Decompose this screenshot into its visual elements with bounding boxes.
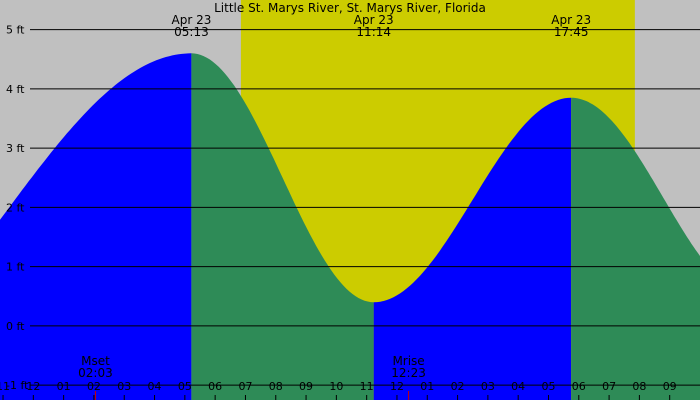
x-tick-label: 12 bbox=[26, 380, 40, 393]
x-tick-label: 04 bbox=[511, 380, 525, 393]
chart-title: Little St. Marys River, St. Marys River,… bbox=[214, 1, 486, 15]
moon-event-label: Mrise bbox=[392, 354, 424, 368]
x-tick-label: 10 bbox=[329, 380, 343, 393]
tide-event-time: 05:13 bbox=[174, 25, 209, 39]
moon-event-label: Mset bbox=[81, 354, 110, 368]
x-tick-label: 08 bbox=[632, 380, 646, 393]
rising-tide-area bbox=[0, 53, 192, 400]
tide-event-time: 11:14 bbox=[356, 25, 391, 39]
x-tick-label: 02 bbox=[87, 380, 101, 393]
y-tick-label: -1 ft bbox=[6, 379, 29, 392]
x-tick-label: 05 bbox=[178, 380, 192, 393]
x-tick-label: 12 bbox=[390, 380, 404, 393]
x-tick-label: 07 bbox=[602, 380, 616, 393]
x-tick-label: 11 bbox=[0, 380, 10, 393]
y-tick-label: 3 ft bbox=[6, 142, 25, 155]
y-tick-label: 2 ft bbox=[6, 201, 25, 214]
y-tick-label: 5 ft bbox=[6, 24, 25, 37]
tide-event-date: Apr 23 bbox=[172, 13, 212, 27]
moon-event-time: 02:03 bbox=[78, 366, 113, 380]
x-tick-label: 01 bbox=[420, 380, 434, 393]
tide-event-date: Apr 23 bbox=[551, 13, 591, 27]
tide-areas bbox=[0, 53, 700, 400]
x-tick-label: 08 bbox=[269, 380, 283, 393]
falling-tide-area bbox=[191, 53, 374, 400]
x-tick-label: 05 bbox=[541, 380, 555, 393]
tide-event-date: Apr 23 bbox=[354, 13, 394, 27]
x-tick-label: 07 bbox=[238, 380, 252, 393]
x-tick-label: 06 bbox=[208, 380, 222, 393]
y-tick-label: 0 ft bbox=[6, 320, 25, 333]
tide-event-time: 17:45 bbox=[554, 25, 589, 39]
x-tick-label: 03 bbox=[481, 380, 495, 393]
x-tick-label: 02 bbox=[451, 380, 465, 393]
x-tick-label: 11 bbox=[360, 380, 374, 393]
y-tick-label: 4 ft bbox=[6, 83, 25, 96]
x-tick-label: 04 bbox=[148, 380, 162, 393]
x-tick-label: 01 bbox=[57, 380, 71, 393]
y-grid: 5 ft 4 ft 3 ft 2 ft 1 ft 0 ft -1 ft bbox=[6, 24, 700, 392]
moon-event-time: 12:23 bbox=[391, 366, 426, 380]
x-tick-label: 06 bbox=[572, 380, 586, 393]
y-tick-label: 1 ft bbox=[6, 261, 25, 274]
rising-tide-area bbox=[373, 97, 572, 400]
x-tick-label: 03 bbox=[117, 380, 131, 393]
x-tick-label: 09 bbox=[663, 380, 677, 393]
x-tick-label: 09 bbox=[299, 380, 313, 393]
falling-tide-area bbox=[571, 97, 700, 400]
x-axis: 11 12 01 02 03 04 05 06 07 08 09 10 11 12 01 02 03 04 05 06… bbox=[0, 380, 677, 400]
